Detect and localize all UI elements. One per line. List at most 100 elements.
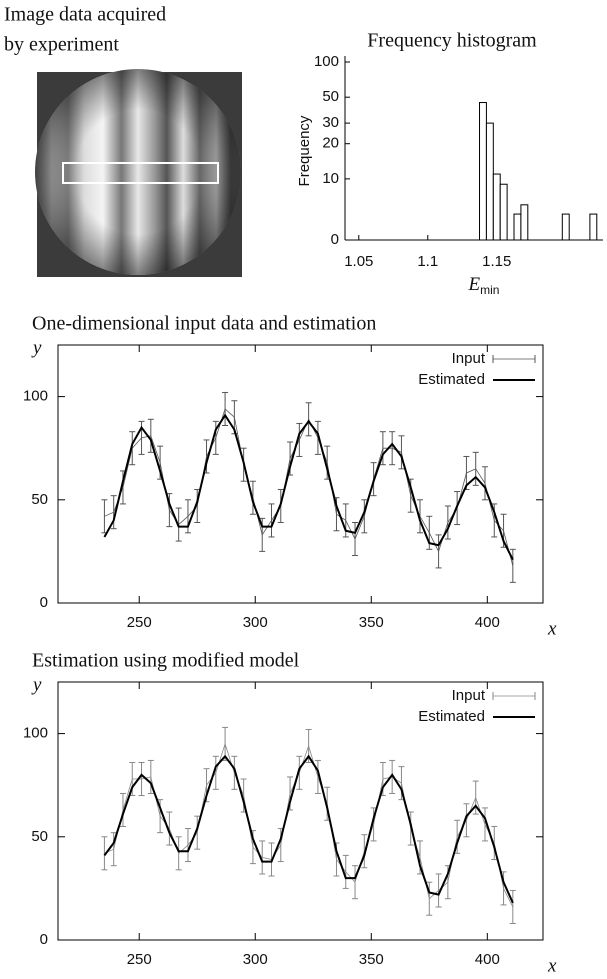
y-tick-label: 50 [31, 828, 48, 845]
error-bar [231, 755, 238, 790]
y-tick-label: 0 [40, 931, 48, 948]
bar [499, 183, 508, 241]
y-tick-label: 20 [322, 135, 339, 152]
error-bar [361, 834, 368, 869]
x-tick-label: 300 [243, 951, 268, 968]
y-tick-label: 0 [40, 594, 48, 611]
image-title: Image data acquired [4, 4, 166, 26]
error-bar [389, 759, 396, 794]
y-axis-label: y [31, 337, 42, 358]
error-bar [435, 534, 442, 569]
bar [485, 122, 494, 241]
plot-frame [57, 681, 544, 941]
x-tick-label: 250 [127, 614, 152, 631]
error-bar [129, 431, 136, 466]
bar [513, 213, 522, 241]
vignette [35, 69, 241, 275]
error-bar [509, 548, 516, 583]
error-bar [166, 811, 173, 846]
error-bar [175, 836, 182, 871]
error-bar [147, 418, 154, 453]
error-bar [101, 499, 108, 534]
bar [479, 102, 487, 241]
plot-frame [57, 344, 544, 604]
error-bar [398, 435, 405, 470]
x-tick-label: 350 [359, 951, 384, 968]
bar [589, 213, 598, 241]
error-bar [463, 803, 470, 838]
x-axis-label: x [547, 955, 557, 976]
error-bar [472, 780, 479, 815]
x-tick-label: 300 [243, 614, 268, 631]
error-bar [481, 807, 488, 842]
error-bar [222, 391, 229, 426]
error-bar [481, 466, 488, 501]
legend-label: Estimated [418, 708, 485, 725]
chart-title: Frequency histogram [367, 30, 537, 52]
error-bar [361, 499, 368, 534]
error-bar [444, 505, 451, 540]
x-tick-label: 350 [359, 614, 384, 631]
x-tick-label: 1.05 [344, 253, 373, 270]
error-bar [379, 431, 386, 466]
y-tick-label: 50 [31, 491, 48, 508]
y-tick-label: 100 [23, 725, 48, 742]
error-bar [370, 807, 377, 842]
error-bar [305, 402, 312, 437]
legend-label: Input [452, 350, 486, 367]
legend-label: Input [452, 687, 486, 704]
x-tick-label: 250 [127, 951, 152, 968]
error-bar [417, 499, 424, 534]
y-axis-label: Frequency [296, 115, 313, 186]
error-bar [491, 825, 498, 861]
selection-box [62, 162, 219, 184]
error-bar [435, 873, 442, 908]
error-bar [138, 761, 145, 797]
x-tick-label: 400 [475, 614, 500, 631]
bar [520, 204, 529, 241]
y-tick-label: 0 [331, 231, 339, 248]
error-bar [268, 503, 275, 538]
experiment-image [35, 69, 242, 277]
error-bar [352, 522, 359, 557]
error-bar [110, 832, 117, 867]
error-bar [259, 840, 266, 875]
chart-title: Estimation using modified model [32, 650, 300, 672]
error-bar [194, 815, 201, 850]
error-bar [509, 889, 516, 924]
y-tick-label: 30 [322, 114, 339, 131]
error-bar [110, 495, 117, 530]
error-bar [184, 828, 191, 863]
legend-label: Estimated [418, 371, 485, 388]
error-bar [314, 420, 321, 455]
x-axis-label-subscript: min [480, 283, 499, 297]
error-bar [426, 881, 433, 916]
bar [561, 213, 570, 241]
y-tick-label: 50 [322, 88, 339, 105]
image-title: by experiment [4, 34, 119, 56]
y-tick-label: 10 [322, 170, 339, 187]
bar [492, 173, 501, 241]
error-bar [184, 499, 191, 534]
error-bar [101, 836, 108, 871]
error-bar [296, 422, 303, 457]
y-tick-label: 100 [314, 53, 339, 70]
error-bar [212, 420, 219, 455]
y-axis-label: y [31, 674, 42, 695]
error-bar [342, 854, 349, 889]
estimated-line [103, 754, 514, 904]
error-bar [352, 865, 359, 900]
error-bar [147, 759, 154, 794]
error-bar [119, 792, 126, 827]
error-bar [296, 755, 303, 790]
error-bar [212, 755, 219, 790]
error-bar [472, 451, 479, 486]
estimated-line [103, 413, 514, 561]
x-tick-label: 1.15 [482, 253, 511, 270]
x-tick-label: 1.1 [417, 253, 438, 270]
error-bar [314, 759, 321, 794]
x-axis-label-symbol: E [468, 274, 481, 295]
x-axis-label: x [547, 618, 557, 639]
